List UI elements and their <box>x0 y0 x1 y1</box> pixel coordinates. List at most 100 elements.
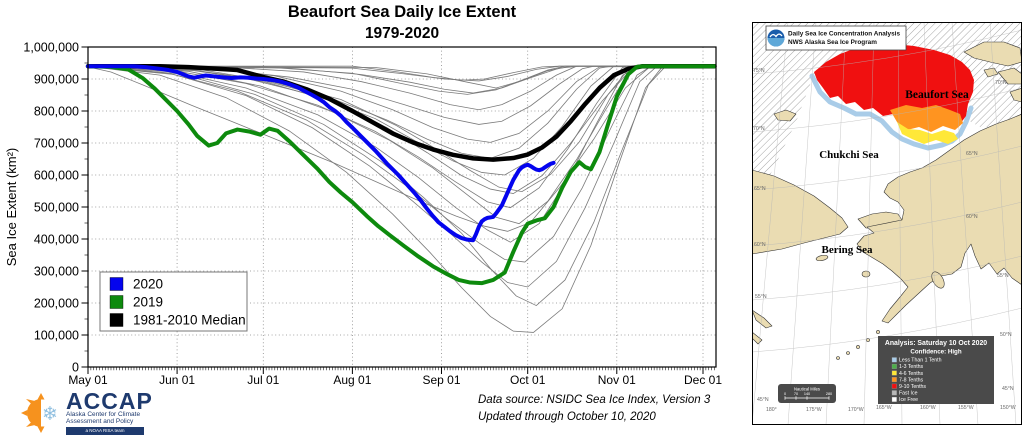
land-group <box>751 41 1023 360</box>
historical-year-line <box>87 65 715 263</box>
axis-ticks <box>81 46 715 374</box>
y-tick-label: 400,000 <box>34 233 79 247</box>
lon-label: 165°W <box>876 405 892 411</box>
chart-legend: 2020 2019 1981-2010 Median <box>99 271 248 332</box>
x-tick-label: Jun 01 <box>159 373 195 387</box>
sea-label-beaufort: Beaufort Sea <box>905 89 969 101</box>
historical-year-line <box>87 65 715 125</box>
snowflake-icon: ❄ <box>42 404 58 425</box>
lat-label-left: 75°N <box>753 68 765 74</box>
historical-year-line <box>87 65 715 209</box>
data-source-line2: Updated through October 10, 2020 <box>478 411 656 423</box>
accap-logo: ❄ ACCAP Alaska Center for Climate Assess… <box>20 390 153 437</box>
ice-extent-chart: Beaufort Sea Daily Ice Extent 1979-2020 … <box>4 3 722 387</box>
historical-year-line <box>87 65 715 194</box>
map-legend-label: 9-10 Tenths <box>899 384 926 390</box>
map-legend-label: 4-6 Tenths <box>899 371 924 377</box>
parallel-line <box>751 29 1023 75</box>
lat-label-right: 50°N <box>1000 332 1012 338</box>
lon-label: 150°W <box>1000 405 1016 411</box>
map-legend-panel: Analysis: Saturday 10 Oct 2020 Confidenc… <box>878 336 994 404</box>
map-analysis-title: Analysis: Saturday 10 Oct 2020 <box>885 340 987 347</box>
map-header-box <box>765 25 907 51</box>
land-nunivak-island <box>861 270 871 278</box>
y-tick-label: 500,000 <box>34 201 79 215</box>
y-tick-label: 600,000 <box>34 169 79 183</box>
meridian-line <box>825 21 847 426</box>
lat-label-right: 65°N <box>966 151 978 157</box>
lat-label-left: 70°N <box>753 126 765 132</box>
map-legend-chip-less-than-1-tenth <box>891 357 897 363</box>
land-arctic-islands-3 <box>983 67 999 78</box>
sea-ice-map: Beaufort Sea Chukchi Sea Bering Sea 75°N… <box>751 21 1023 426</box>
legend-swatch-1981-2010-median <box>109 313 124 327</box>
map-header-line1: Daily Sea Ice Concentration Analysis <box>788 31 900 38</box>
historical-year-line <box>87 65 715 288</box>
meridian-line <box>751 21 789 426</box>
land-st-lawrence-island <box>815 254 829 262</box>
map-border <box>752 22 1022 425</box>
map-header: Daily Sea Ice Concentration Analysis NWS… <box>765 25 907 51</box>
legend-swatch-2020 <box>109 277 124 291</box>
map-legend-chip-7-8-tenths <box>891 377 897 383</box>
land-kodiak-island <box>931 271 945 289</box>
parallel-line <box>751 201 1023 247</box>
lon-label: 180° <box>766 407 777 413</box>
lat-label-left: 65°N <box>754 186 766 192</box>
lat-label-right: 55°N <box>997 273 1009 279</box>
legend-swatch-2019 <box>109 295 124 309</box>
sea-label-bering: Bering Sea <box>821 244 873 256</box>
scale-tick-label: 280 <box>826 392 832 396</box>
historical-year-line <box>87 65 715 333</box>
x-tick-label: Aug 01 <box>333 373 371 387</box>
legend-label: 2019 <box>133 295 163 310</box>
x-tick-label: Sep 01 <box>422 373 460 387</box>
scale-bar-title: Nautical Miles <box>794 387 820 392</box>
map-confidence: Confidence: High <box>910 349 961 356</box>
map-legend-chip-4-6-tenths <box>891 370 897 376</box>
x-tick-label: Nov 01 <box>598 373 636 387</box>
meridian-line <box>989 21 1017 426</box>
land-siberia-sliver-1 <box>751 309 773 329</box>
y-tick-label: 300,000 <box>34 265 79 279</box>
map-legend-chip-1-3-tenths <box>891 363 897 369</box>
y-tick-label: 800,000 <box>34 105 79 119</box>
historical-year-line <box>87 65 715 307</box>
lat-label-left: 55°N <box>755 294 767 300</box>
historical-year-line <box>87 65 715 232</box>
ice-7-8-tenths <box>890 105 963 132</box>
historical-year-line <box>87 65 715 243</box>
meridian-line <box>863 21 875 426</box>
graticule-labels: 75°N 70°N 65°N 60°N 55°N 45°N 70°N 65°N 60°N 55°N… <box>753 68 1016 413</box>
y-axis-title: Sea Ice Extent (km²) <box>4 148 19 266</box>
y-tick-label: 900,000 <box>34 73 79 87</box>
noaa-logo-icon <box>767 29 785 47</box>
data-source-line1: Data source: NSIDC Sea Ice Index, Versio… <box>478 394 711 406</box>
accap-tagline-2: Assessment and Policy <box>66 418 134 425</box>
scale-tick-label: 140 <box>804 392 810 396</box>
scale-tick-label: 70 <box>794 392 798 396</box>
historical-years-lines <box>87 65 715 333</box>
scale-tick-label: 0 <box>784 392 786 396</box>
ice-group <box>809 44 974 151</box>
lat-label-right: 70°N <box>995 80 1007 86</box>
lon-label: 160°W <box>920 405 936 411</box>
land-alaska-mainland <box>856 113 1023 324</box>
accap-tagline-1: Alaska Center for Climate <box>66 411 141 418</box>
map-header-line2: NWS Alaska Sea Ice Program <box>788 39 877 46</box>
y-tick-label: 1,000,000 <box>23 41 79 55</box>
map-svg: Beaufort Sea Chukchi Sea Bering Sea 75°N… <box>751 21 1023 426</box>
ice-4-6-tenths <box>897 122 958 144</box>
y-tick-label: 100,000 <box>34 329 79 343</box>
historical-year-line <box>87 65 715 82</box>
historical-year-line <box>87 65 715 193</box>
historical-year-line <box>87 65 715 143</box>
series-line-2020 <box>86 64 556 243</box>
y-tick-label: 700,000 <box>34 137 79 151</box>
map-legend-label: Ice Free <box>899 397 918 403</box>
parallel-line <box>751 145 1023 191</box>
series-line-2019 <box>86 64 717 286</box>
historical-year-line <box>88 65 715 81</box>
lat-label-right: 60°N <box>966 214 978 220</box>
